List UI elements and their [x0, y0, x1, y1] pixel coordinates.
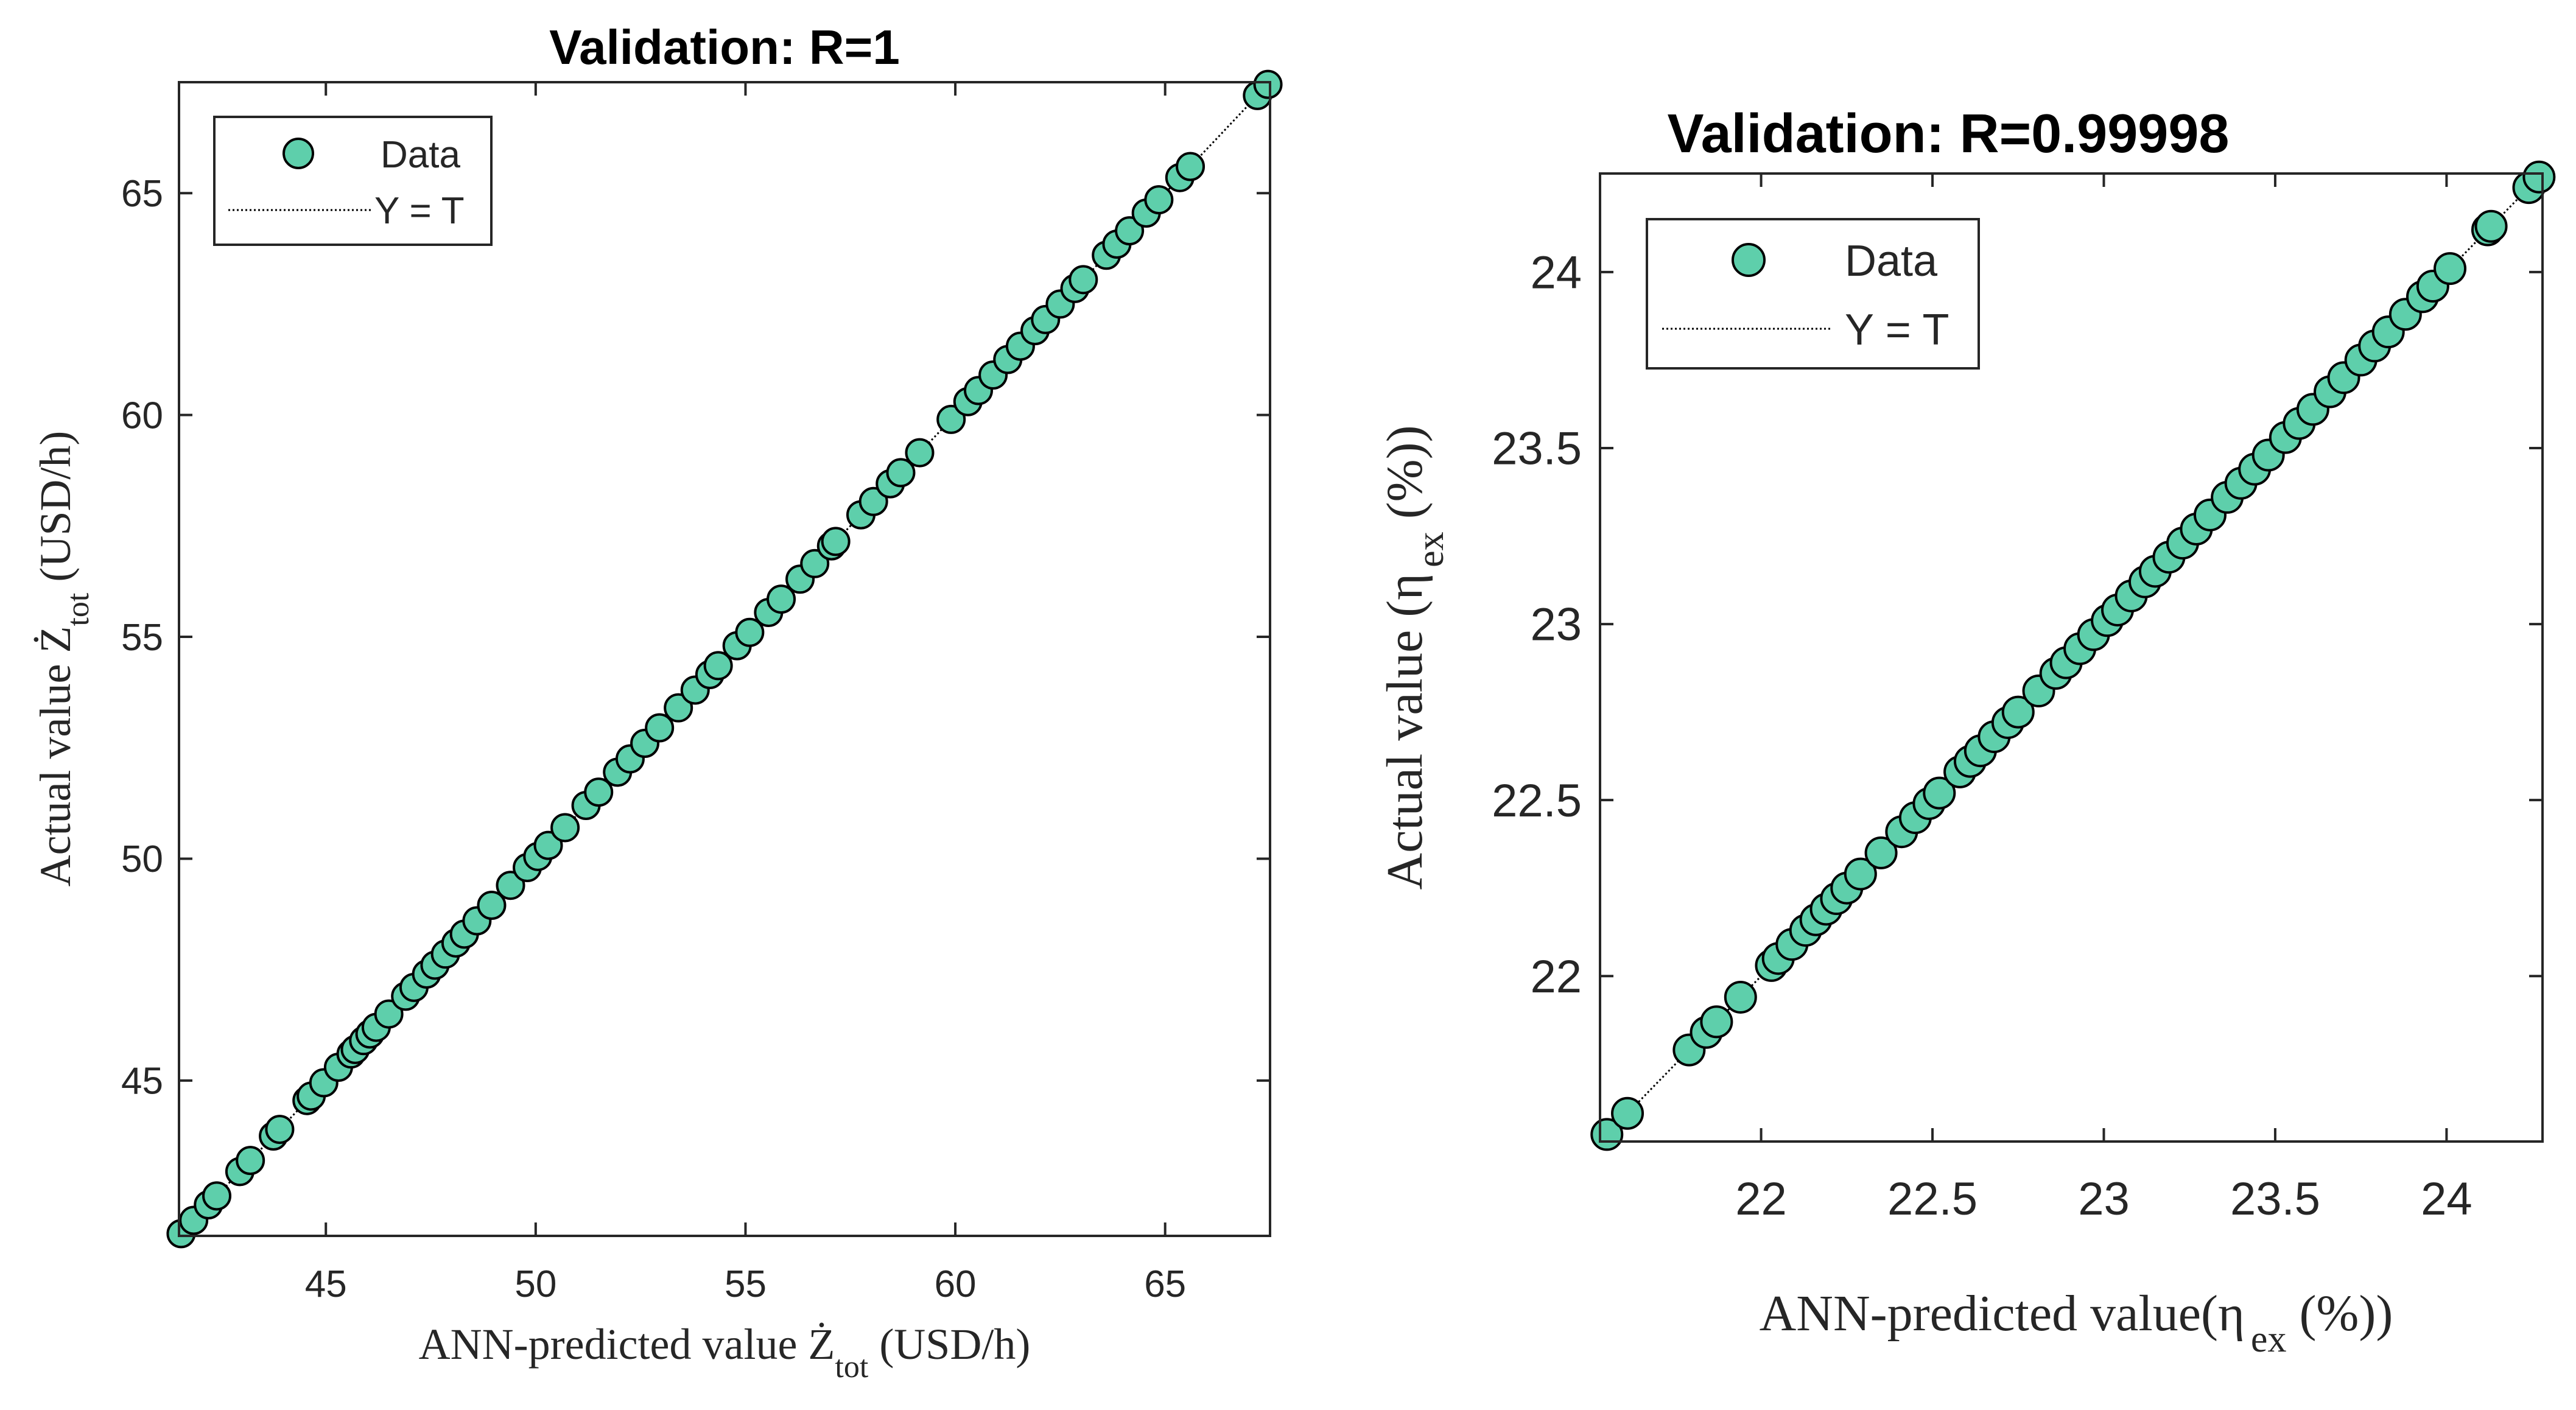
chart-left-y-axis-label-group: Actual value Żtot (USD/h) [31, 431, 96, 887]
chart-left-data-point [1176, 152, 1206, 181]
chart-right-plot-area [1590, 160, 2556, 1151]
chart-left-y-tick-label: 55 [121, 617, 163, 659]
chart-left-data-point [496, 871, 525, 900]
chart-right-y-axis-label: Actual value (η ex (%)) [1377, 425, 1451, 889]
chart-right-y-tick-label: 23.5 [1492, 423, 1582, 475]
chart-left-x-tick-label: 45 [305, 1263, 347, 1305]
chart-right-y-axis-label-group: Actual value (η ex (%)) [1377, 425, 1451, 889]
chart-left-data-point [936, 404, 966, 434]
chart-left-data-point [584, 777, 614, 807]
chart-right-ylabel-prefix: Actual value ( [1377, 600, 1433, 890]
chart-left-data-point [1253, 69, 1283, 99]
chart-right-y-tick-label: 24 [1530, 247, 1582, 298]
chart-right-y-tick-label: 23 [1530, 599, 1582, 651]
chart-right-legend-data-label: Data [1845, 237, 1938, 286]
chart-right-y-tick-label: 22 [1530, 951, 1582, 1003]
chart-right-xlabel-suffix: (%)) [2286, 1285, 2393, 1342]
chart-right-x-tick-label: 23 [2078, 1173, 2130, 1225]
chart-left-xlabel-sub: tot [835, 1350, 868, 1384]
chart-right-data-point [1700, 1005, 1733, 1039]
chart-left-xlabel-prefix: ANN-predicted value [419, 1320, 809, 1369]
chart-right-data-point [2001, 695, 2035, 729]
chart-left-data-point [550, 813, 580, 843]
chart-right-y-tick-label: 22.5 [1492, 775, 1582, 827]
chart-left-x-tick-label: 55 [725, 1263, 767, 1305]
chart-left-y-tick-label: 60 [121, 395, 163, 437]
chart-left-legend-data-label: Data [381, 134, 460, 176]
chart-left-data-point [1115, 216, 1145, 246]
chart-right-x-tick-label: 24 [2421, 1173, 2472, 1225]
chart-left-x-tick-label: 65 [1144, 1263, 1186, 1305]
chart-right-xlabel-sub: ex [2251, 1319, 2287, 1360]
chart-right-data-point [1724, 980, 1757, 1014]
chart-right: Validation: R=0.99998 22 22.5 23 23.5 242222… [1377, 103, 2556, 1360]
chart-right-legend-box [1646, 218, 1980, 370]
chart-left-data-point [664, 693, 693, 723]
chart-left-data-point [645, 713, 675, 743]
chart-right-data-point [2434, 252, 2467, 286]
chart-right-ylabel-symbol: η [1377, 573, 1433, 600]
chart-left-ticks: 45 50 55 60 65 45 50 55 60 65 [121, 82, 1270, 1305]
chart-left-data-point [905, 438, 935, 468]
chart-left-x-axis-label: ANN-predicted value Żtot (USD/h) [419, 1320, 1031, 1384]
chart-left-legend-box [213, 116, 493, 246]
chart-right-xlabel-symbol: η [2218, 1285, 2245, 1342]
chart-right-data-point [2474, 209, 2508, 243]
chart-left-data-point [477, 891, 507, 921]
chart-left-title: Validation: R=1 [549, 20, 900, 74]
chart-right-x-tick-label: 22.5 [1887, 1173, 1978, 1225]
chart-right-data-point [1923, 776, 1956, 810]
chart-left-data-point [800, 549, 830, 578]
chart-right-x-tick-label: 22 [1735, 1173, 1787, 1225]
chart-right-x-axis-label: ANN-predicted value(η ex (%)) [1760, 1285, 2393, 1360]
chart-left-y-tick-label: 65 [121, 173, 163, 215]
chart-left-legend-data-marker [283, 138, 314, 169]
chart-left-data-point [533, 830, 563, 860]
chart-right-title: Validation: R=0.99998 [1668, 103, 2230, 164]
chart-left-xlabel-symbol: Ż [808, 1320, 835, 1369]
chart-left-data-point [703, 651, 733, 681]
chart-left-data-point [236, 1146, 265, 1176]
chart-right-legend-data-marker [1732, 243, 1766, 277]
chart-left-y-axis-label: Actual value Żtot (USD/h) [31, 431, 96, 887]
chart-left-legend: Data Y = T [213, 116, 493, 246]
chart-left-data-point [374, 999, 404, 1029]
chart-left-ylabel-sub: tot [61, 592, 96, 626]
chart-right-data-point [1844, 857, 1877, 891]
chart-right-ticks: 22 22.5 23 23.5 24 22 22.5 23 23.5 24 [1492, 174, 2543, 1225]
chart-left-axes-box [178, 81, 1271, 1237]
chart-left-x-tick-label: 50 [514, 1263, 556, 1305]
chart-right-xlabel-prefix: ANN-predicted value( [1760, 1285, 2218, 1342]
chart-left-x-tick-label: 60 [935, 1263, 977, 1305]
chart-left-data-point [1069, 265, 1098, 295]
chart-left: Validation: R=1 45 50 55 60 65 45 50 55 60 65 Dat… [31, 20, 1283, 1384]
chart-right-ylabel-sub: ex [1410, 531, 1451, 567]
chart-left-y-tick-label: 45 [121, 1061, 163, 1103]
chart-left-data-point [821, 527, 851, 556]
chart-left-ylabel-prefix: Actual value [31, 653, 80, 887]
chart-left-y-tick-label: 50 [121, 838, 163, 880]
chart-right-data-point [1864, 836, 1898, 869]
chart-left-legend-fit-label: Y = T [374, 190, 465, 232]
chart-right-axes-box [1599, 172, 2544, 1143]
chart-left-data-point [767, 584, 796, 614]
chart-left-ylabel-suffix: (USD/h) [31, 431, 80, 593]
chart-right-legend: Data Y = T [1646, 218, 1980, 370]
chart-right-ylabel-suffix: (%)) [1377, 425, 1433, 531]
chart-left-data-point [735, 617, 765, 647]
chart-right-legend-fit-label: Y = T [1845, 306, 1949, 354]
chart-left-plot-area [166, 69, 1283, 1249]
chart-left-data-point [886, 458, 916, 488]
chart-left-data-point [202, 1181, 232, 1211]
chart-right-data-point [1611, 1096, 1644, 1130]
chart-left-data-point [265, 1115, 295, 1145]
chart-left-ylabel-symbol: Ż [31, 626, 80, 653]
chart-left-xlabel-suffix: (USD/h) [868, 1320, 1030, 1369]
chart-right-data-point [2522, 160, 2556, 194]
chart-left-data-point [1144, 185, 1174, 215]
chart-right-x-tick-label: 23.5 [2230, 1173, 2320, 1225]
chart-left-data-point [858, 486, 888, 516]
